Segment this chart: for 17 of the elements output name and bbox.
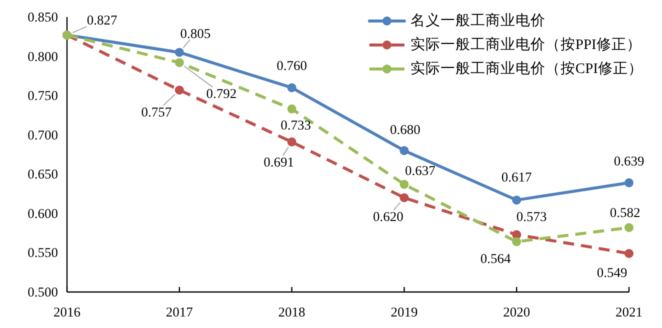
legend-label: 实际一般工商业电价（按PPI修正） [410, 37, 642, 53]
x-tick-label: 2020 [503, 304, 530, 320]
y-tick-label: 0.650 [28, 166, 58, 182]
y-tick-label: 0.550 [28, 245, 58, 260]
x-tick-label: 2016 [54, 304, 80, 320]
y-tick-label: 0.600 [28, 206, 58, 221]
y-tick-label: 0.700 [28, 127, 58, 142]
y-tick-label: 0.750 [28, 88, 58, 104]
y-tick-label: 0.800 [28, 48, 58, 64]
x-tick-label: 2018 [278, 304, 306, 320]
x-tick-label: 2019 [390, 304, 418, 320]
y-tick-label: 0.500 [28, 284, 58, 300]
y-tick-label: 0.850 [28, 10, 58, 24]
x-tick-label: 2021 [616, 304, 642, 320]
x-tick-label: 2017 [166, 304, 193, 320]
legend-label: 名义一般工商业电价 [410, 13, 546, 29]
legend-label: 实际一般工商业电价（按CPI修正） [410, 61, 643, 77]
